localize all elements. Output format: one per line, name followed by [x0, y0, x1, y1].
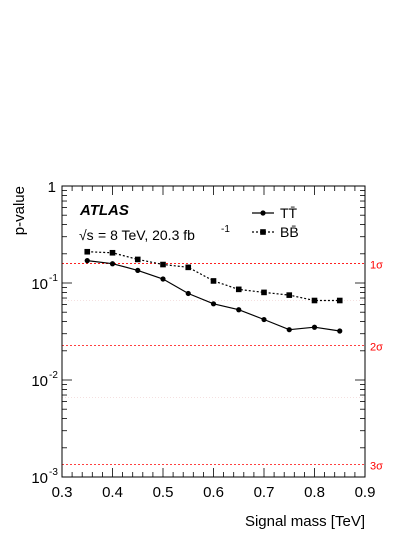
x-tick-label: 0.3 [52, 484, 73, 501]
sigma-label: 3σ [370, 460, 383, 472]
data-point-square [185, 264, 192, 271]
energy-superscript: -1 [221, 224, 230, 235]
sigma-label: 2σ [370, 341, 383, 353]
sqrt-s-symbol: √s [79, 227, 94, 243]
x-tick-label: 0.5 [153, 484, 174, 501]
data-point-square [134, 256, 141, 263]
y-tick-exponent: -3 [49, 467, 58, 478]
data-point-circle [109, 261, 116, 267]
x-tick-label: 0.4 [102, 484, 123, 501]
data-point-circle [337, 328, 343, 334]
data-point-square [210, 278, 217, 284]
data-point-square [109, 249, 116, 256]
data-point-circle [210, 301, 217, 307]
data-point-square [160, 261, 166, 268]
y-tick-label: 1 [48, 179, 56, 196]
x-tick-label: 0.6 [203, 484, 224, 501]
data-point-square [336, 297, 343, 304]
y-tick-exponent: -2 [49, 370, 58, 381]
sigma-lines: 1σ 2σ 3σ [62, 260, 383, 472]
data-point-circle [261, 316, 267, 323]
data-point-square [235, 286, 242, 293]
series-line-1 [87, 260, 340, 332]
y-tick-exponent: -1 [49, 273, 58, 284]
data-point-circle [286, 327, 292, 333]
data-point-circle [84, 258, 90, 264]
x-tick-label: 0.8 [304, 484, 325, 501]
data-point-circle [135, 267, 141, 273]
data-point-square [286, 292, 293, 298]
legend-label: BB̄ [280, 224, 299, 240]
legend-marker-circle [260, 210, 266, 216]
legend-marker-square [260, 229, 266, 235]
series-layer [84, 248, 343, 334]
y-axis-label: p-value [11, 186, 28, 235]
series-line-2 [87, 251, 340, 302]
data-point-square [261, 289, 267, 296]
y-tick-label: 10 [31, 373, 48, 390]
energy-text: = 8 TeV, 20.3 fb [98, 227, 195, 243]
y-tick-label: 10 [31, 470, 48, 487]
sigma-label: 1σ [370, 260, 383, 272]
x-axis-label: Signal mass [TeV] [245, 513, 365, 530]
data-point-square [311, 297, 318, 304]
y-tick-label: 10 [31, 276, 48, 293]
legend: TT̄ BB̄ [252, 205, 299, 240]
atlas-label: ATLAS [79, 202, 129, 219]
data-point-circle [311, 324, 318, 330]
data-point-circle [185, 290, 191, 297]
x-tick-label: 0.9 [355, 484, 376, 501]
data-point-circle [236, 307, 242, 313]
data-point-square [84, 248, 91, 255]
minor-ticks [62, 300, 365, 398]
legend-label: TT̄ [280, 205, 298, 221]
x-tick-label: 0.7 [254, 484, 275, 501]
energy-label: √s = 8 TeV, 20.3 fb -1 [79, 224, 230, 243]
data-point-circle [160, 276, 166, 282]
